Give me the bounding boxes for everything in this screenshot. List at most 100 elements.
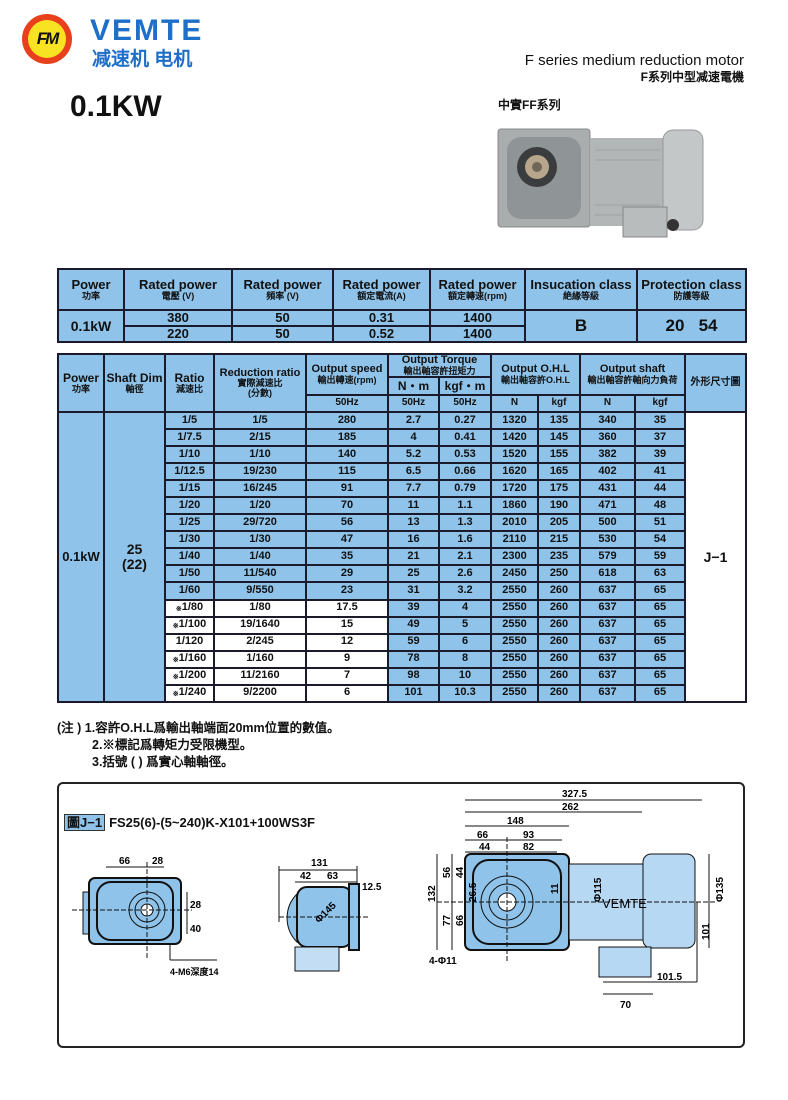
header-cell: Rated power 額定電流(A) (332, 268, 431, 311)
torque-kgfm-cell: 2.1 (438, 547, 492, 567)
model-name: FS25(6)-(5~240)K-X101+100WS3F (109, 815, 315, 830)
speed-cell: 15 (305, 615, 389, 635)
axial-n-cell: 471 (579, 496, 636, 516)
torque-nm-cell: 98 (387, 666, 440, 686)
torque-nm-cell: 2.7 (387, 410, 440, 431)
speed-cell: 35 (305, 547, 389, 567)
speed-cell: 12 (305, 632, 389, 652)
dim-label: 101.5 (657, 972, 682, 983)
rpm-cell: 1400 (429, 309, 526, 327)
series-title: F series medium reduction motor (524, 52, 744, 69)
reduction-cell: 2/245 (213, 632, 307, 652)
reduction-cell: 9/550 (213, 581, 307, 601)
axial-kgf-cell: 35 (633, 410, 687, 431)
header-cell: Rated power 電壓 (V) (123, 268, 233, 311)
dim-label: 101 (701, 923, 712, 940)
axial-kgf-cell: 51 (633, 513, 687, 533)
ohl-n-cell: 2550 (490, 598, 539, 618)
table-row: 1/20 1/20 70 11 1.1 1860 190 471 48 (58, 496, 746, 516)
table-row: ※1/100 19/1640 15 49 5 2550 260 637 65 (58, 615, 746, 635)
ratio-cell: ※1/100 (164, 615, 215, 635)
reduction-cell: 19/230 (213, 462, 307, 482)
reduction-cell: 1/80 (213, 598, 307, 618)
ohl-kgf-cell: 260 (537, 666, 581, 686)
ohl-kgf-cell: 165 (537, 462, 581, 482)
reduction-cell: 19/1640 (213, 615, 307, 635)
ratio-cell: ※1/200 (164, 666, 215, 686)
drawing-tag: 圖J−1 (64, 814, 106, 831)
table-row: 0.1kW 25 (22) 1/5 1/5 280 2.7 0.27 1320 135 340 35 J… (57, 410, 748, 703)
series-title-cn: F系列中型减速電機 (640, 70, 744, 84)
ratio-cell: 1/5 (164, 410, 215, 431)
table-row: 1/12.5 19/230 115 6.5 0.66 1620 165 402 41 (58, 462, 746, 482)
ratio-cell: 1/120 (164, 632, 215, 652)
ohl-kgf-cell: 235 (537, 547, 581, 567)
ratio-cell: 1/7.5 (164, 428, 215, 448)
axial-n-cell: 637 (579, 666, 636, 686)
torque-nm-cell: 11 (387, 496, 440, 516)
torque-kgfm-cell: 8 (438, 649, 492, 669)
dim-label: 93 (523, 830, 535, 841)
dim-label: 66 (477, 830, 489, 841)
ohl-kgf-cell: 260 (537, 598, 581, 618)
ohl-n-cell: 2550 (490, 649, 539, 669)
header-nm: N・m (387, 375, 440, 396)
limited-mark: ※ (175, 606, 182, 614)
dim-label: Φ135 (715, 877, 726, 902)
ohl-kgf-cell: 205 (537, 513, 581, 533)
ohl-n-cell: 2550 (490, 683, 539, 703)
brand-name-cn: 减速机 电机 (92, 49, 193, 70)
dimension-drawing: 66 28 28 40 4-M6深度14 131 42 63 12.5 Φ145… (72, 789, 726, 1011)
ohl-kgf-cell: 145 (537, 428, 581, 448)
speed-cell: 23 (305, 581, 389, 601)
dim-label: 28 (152, 856, 164, 867)
speed-cell: 70 (305, 496, 389, 516)
frequency-cell: 50 (231, 325, 334, 343)
reduction-cell: 1/10 (213, 445, 307, 465)
motor-brand-label: VEMTE (602, 896, 647, 911)
power-cell: 0.1kW (57, 309, 125, 343)
note: (注 ) 1.容許O.H.L爲輸出軸端面20mm位置的數值。 (57, 721, 340, 735)
torque-nm-cell: 59 (387, 632, 440, 652)
axial-kgf-cell: 59 (633, 547, 687, 567)
insulation-cell: B (524, 309, 638, 343)
ohl-n-cell: 2300 (490, 547, 539, 567)
ohl-kgf-cell: 135 (537, 410, 581, 431)
logo-mark: FM (28, 20, 66, 58)
torque-nm-cell: 4 (387, 428, 440, 448)
dim-label: 82 (523, 842, 535, 853)
torque-kgfm-cell: 0.41 (438, 428, 492, 448)
protection-cell: 20 54 (636, 309, 747, 343)
ratio-cell: 1/25 (164, 513, 215, 533)
torque-nm-cell: 49 (387, 615, 440, 635)
torque-nm-cell: 7.7 (387, 479, 440, 499)
axial-kgf-cell: 65 (633, 666, 687, 686)
axial-kgf-cell: 63 (633, 564, 687, 584)
reduction-cell: 1/160 (213, 649, 307, 669)
limited-mark: ※ (172, 623, 179, 631)
dim-label: 4-Φ11 (429, 956, 457, 967)
ratio-cell: 1/40 (164, 547, 215, 567)
torque-kgfm-cell: 1.6 (438, 530, 492, 550)
dim-label: 12.5 (362, 882, 382, 893)
ratio-cell: 1/10 (164, 445, 215, 465)
rpm-cell: 1400 (429, 325, 526, 343)
speed-cell: 29 (305, 564, 389, 584)
ohl-n-cell: 1420 (490, 428, 539, 448)
torque-kgfm-cell: 1.1 (438, 496, 492, 516)
table-row: 1/15 16/245 91 7.7 0.79 1720 175 431 44 (58, 479, 746, 499)
ohl-n-cell: 2550 (490, 632, 539, 652)
reduction-cell: 11/2160 (213, 666, 307, 686)
table-row: 1/120 2/245 12 59 6 2550 260 637 65 (58, 632, 746, 652)
speed-cell: 91 (305, 479, 389, 499)
torque-kgfm-cell: 0.79 (438, 479, 492, 499)
notes: (注 ) 1.容許O.H.L爲輸出軸端面20mm位置的數值。 2.※標記爲轉矩力… (57, 720, 340, 771)
torque-kgfm-cell: 10.3 (438, 683, 492, 703)
note: 2.※標記爲轉矩力受限機型。 (92, 738, 253, 752)
rated-row: 0.1kW 380 50 0.31 1400 B 20 54 (57, 309, 747, 343)
note: 3.括號 ( ) 爲實心軸軸徑。 (92, 755, 234, 769)
ohl-n-cell: 2550 (490, 581, 539, 601)
dim-label: 77 (442, 914, 453, 926)
ohl-kgf-cell: 155 (537, 445, 581, 465)
axial-n-cell: 579 (579, 547, 636, 567)
